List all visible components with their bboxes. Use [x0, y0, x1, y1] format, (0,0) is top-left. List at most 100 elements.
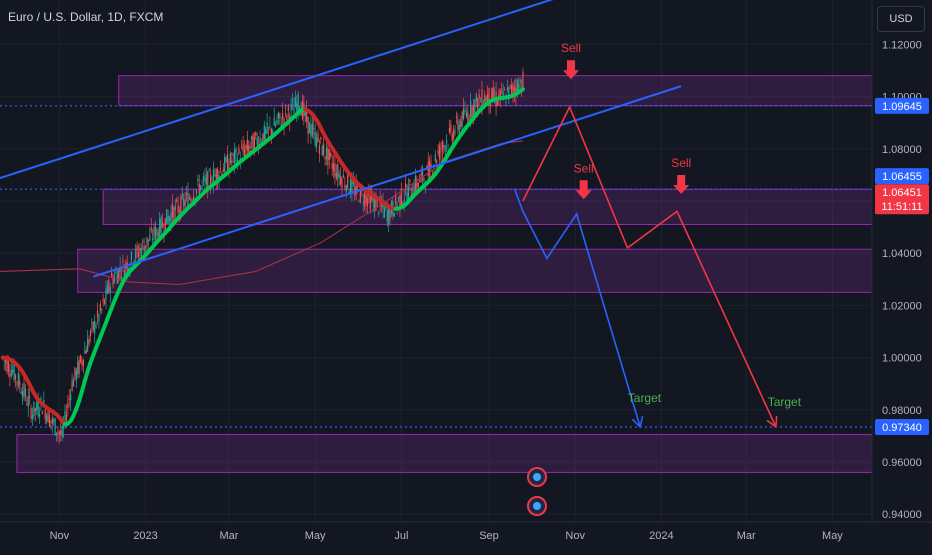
candle-body: [459, 125, 460, 132]
candle-body: [274, 118, 275, 126]
candle-body: [145, 246, 146, 248]
candle-body: [477, 99, 478, 110]
candle-body: [268, 127, 269, 128]
candle-body: [460, 121, 461, 126]
candle-body: [474, 100, 475, 114]
candle-body: [156, 229, 157, 235]
sell-label: Sell: [574, 161, 594, 175]
target-label: Target: [628, 391, 662, 405]
candle-body: [84, 351, 85, 353]
candle-body: [176, 200, 177, 202]
candle-body: [96, 326, 97, 328]
candle-body: [81, 360, 82, 365]
candle-body: [255, 132, 256, 136]
candle-body: [464, 110, 465, 112]
candle-body: [320, 137, 321, 139]
price-zone: [103, 189, 872, 224]
candle-body: [505, 101, 506, 102]
candle-body: [438, 151, 439, 154]
symbol-title: Euro / U.S. Dollar, 1D, FXCM: [8, 10, 163, 24]
candle-body: [466, 113, 467, 116]
candle-body: [279, 113, 280, 118]
candle-body: [105, 288, 106, 299]
candle-body: [112, 279, 113, 285]
candle-body: [162, 222, 163, 227]
candle-body: [514, 87, 515, 92]
candle-body: [457, 120, 458, 130]
candle-body: [316, 137, 317, 146]
candle-body: [110, 287, 111, 293]
x-tick-label: May: [822, 530, 843, 542]
candle-body: [220, 169, 221, 170]
candle-body: [18, 373, 19, 386]
y-tick-label: 1.08000: [882, 144, 922, 156]
candle-body: [55, 419, 56, 436]
candle-body: [389, 210, 390, 220]
candle-body: [454, 131, 455, 132]
candle-body: [131, 252, 132, 261]
candle-body: [183, 199, 184, 206]
candle-body: [251, 136, 252, 140]
target-label: Target: [768, 395, 802, 409]
candle-body: [93, 322, 94, 330]
candle-body: [341, 178, 342, 188]
candle-body: [8, 361, 9, 372]
candle-body: [98, 315, 99, 321]
candle-body: [15, 375, 16, 380]
candle-body: [285, 108, 286, 109]
candle-body: [327, 147, 328, 165]
candle-body: [26, 404, 27, 405]
candle-body: [49, 415, 50, 426]
candle-body: [343, 175, 344, 177]
candle-body: [387, 211, 388, 222]
price-badge-last: 1.06451: [882, 187, 922, 199]
candle-body: [329, 149, 330, 160]
candle-body: [293, 108, 294, 114]
candle-body: [230, 153, 231, 163]
candle-body: [357, 186, 358, 187]
candle-body: [418, 183, 419, 187]
candle-body: [103, 299, 104, 301]
candle-body: [486, 98, 487, 101]
candle-body: [319, 145, 320, 153]
candle-body: [442, 141, 443, 150]
candle-body: [86, 350, 87, 354]
candle-body: [57, 432, 58, 433]
candle-body: [469, 118, 470, 119]
candle-body: [46, 415, 47, 421]
candle-body: [166, 209, 167, 224]
candle-body: [87, 339, 88, 352]
candle-body: [210, 174, 211, 185]
candle-body: [76, 370, 77, 380]
candle-body: [364, 193, 365, 207]
candle-body: [179, 210, 180, 213]
candle-body: [436, 160, 437, 163]
candle-body: [35, 408, 36, 411]
x-tick-label: 2023: [133, 530, 157, 542]
candle-body: [267, 123, 268, 133]
candle-body: [479, 94, 480, 99]
countdown-timer: 11:51:11: [881, 201, 922, 213]
x-tick-label: Sep: [479, 530, 499, 542]
candle-body: [64, 411, 65, 420]
candle-body: [347, 174, 348, 188]
candle-body: [202, 181, 203, 182]
candle-body: [312, 124, 313, 135]
candle-body: [332, 163, 333, 168]
candle-body: [429, 161, 430, 180]
candle-body: [363, 202, 364, 203]
candle-body: [449, 128, 450, 132]
candle-body: [94, 321, 95, 333]
candle-body: [199, 184, 200, 194]
candle-body: [70, 394, 71, 401]
candle-body: [307, 117, 308, 134]
currency-button[interactable]: USD: [877, 6, 925, 32]
candle-body: [503, 91, 504, 96]
candle-body: [196, 190, 197, 194]
candle-body: [248, 145, 249, 153]
candle-body: [36, 401, 37, 410]
candle-body: [512, 84, 513, 95]
candle-body: [463, 108, 464, 119]
